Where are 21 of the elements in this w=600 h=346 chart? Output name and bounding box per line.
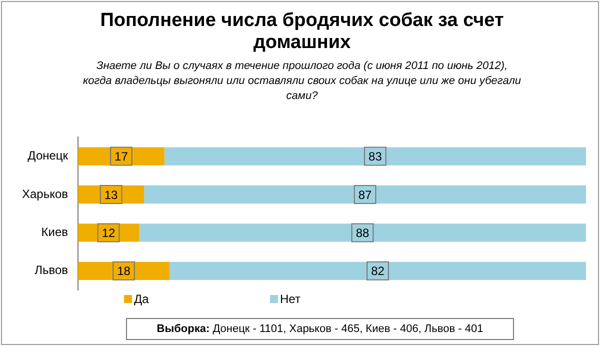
legend-label: Нет (279, 292, 300, 306)
chart-subtitle: Знаете ли Вы о случаях в течение прошлого года (с июня 2011 по июнь 2012), когда владельцы выгоняли или оставляли своих собак на улице или же они убегали сами? (82, 59, 522, 104)
text: Выборка: Донецк - 1101, Харьков - 465, Киев - 406, Львов - 401 (126, 318, 514, 340)
chart-title: Пополнение числа бродячих собак за счет домашних (99, 10, 505, 54)
bar (144, 185, 586, 204)
bar (164, 147, 586, 166)
data-label: 82 (371, 264, 385, 278)
data-label: 18 (117, 264, 131, 278)
y-tick-label: Львов (34, 263, 68, 278)
data-label: 83 (368, 150, 382, 164)
data-label: 13 (104, 188, 118, 202)
data-label: 17 (114, 150, 128, 164)
data-label: 87 (358, 188, 372, 202)
bar (169, 262, 586, 280)
bar (138, 224, 586, 242)
legend-label: Да (133, 292, 149, 306)
y-tick-label: Киев (41, 225, 68, 240)
data-label: 12 (102, 226, 116, 240)
y-tick-label: Донецк (28, 148, 69, 163)
y-tick-label: Харьков (22, 186, 68, 201)
data-label: 88 (356, 226, 370, 240)
